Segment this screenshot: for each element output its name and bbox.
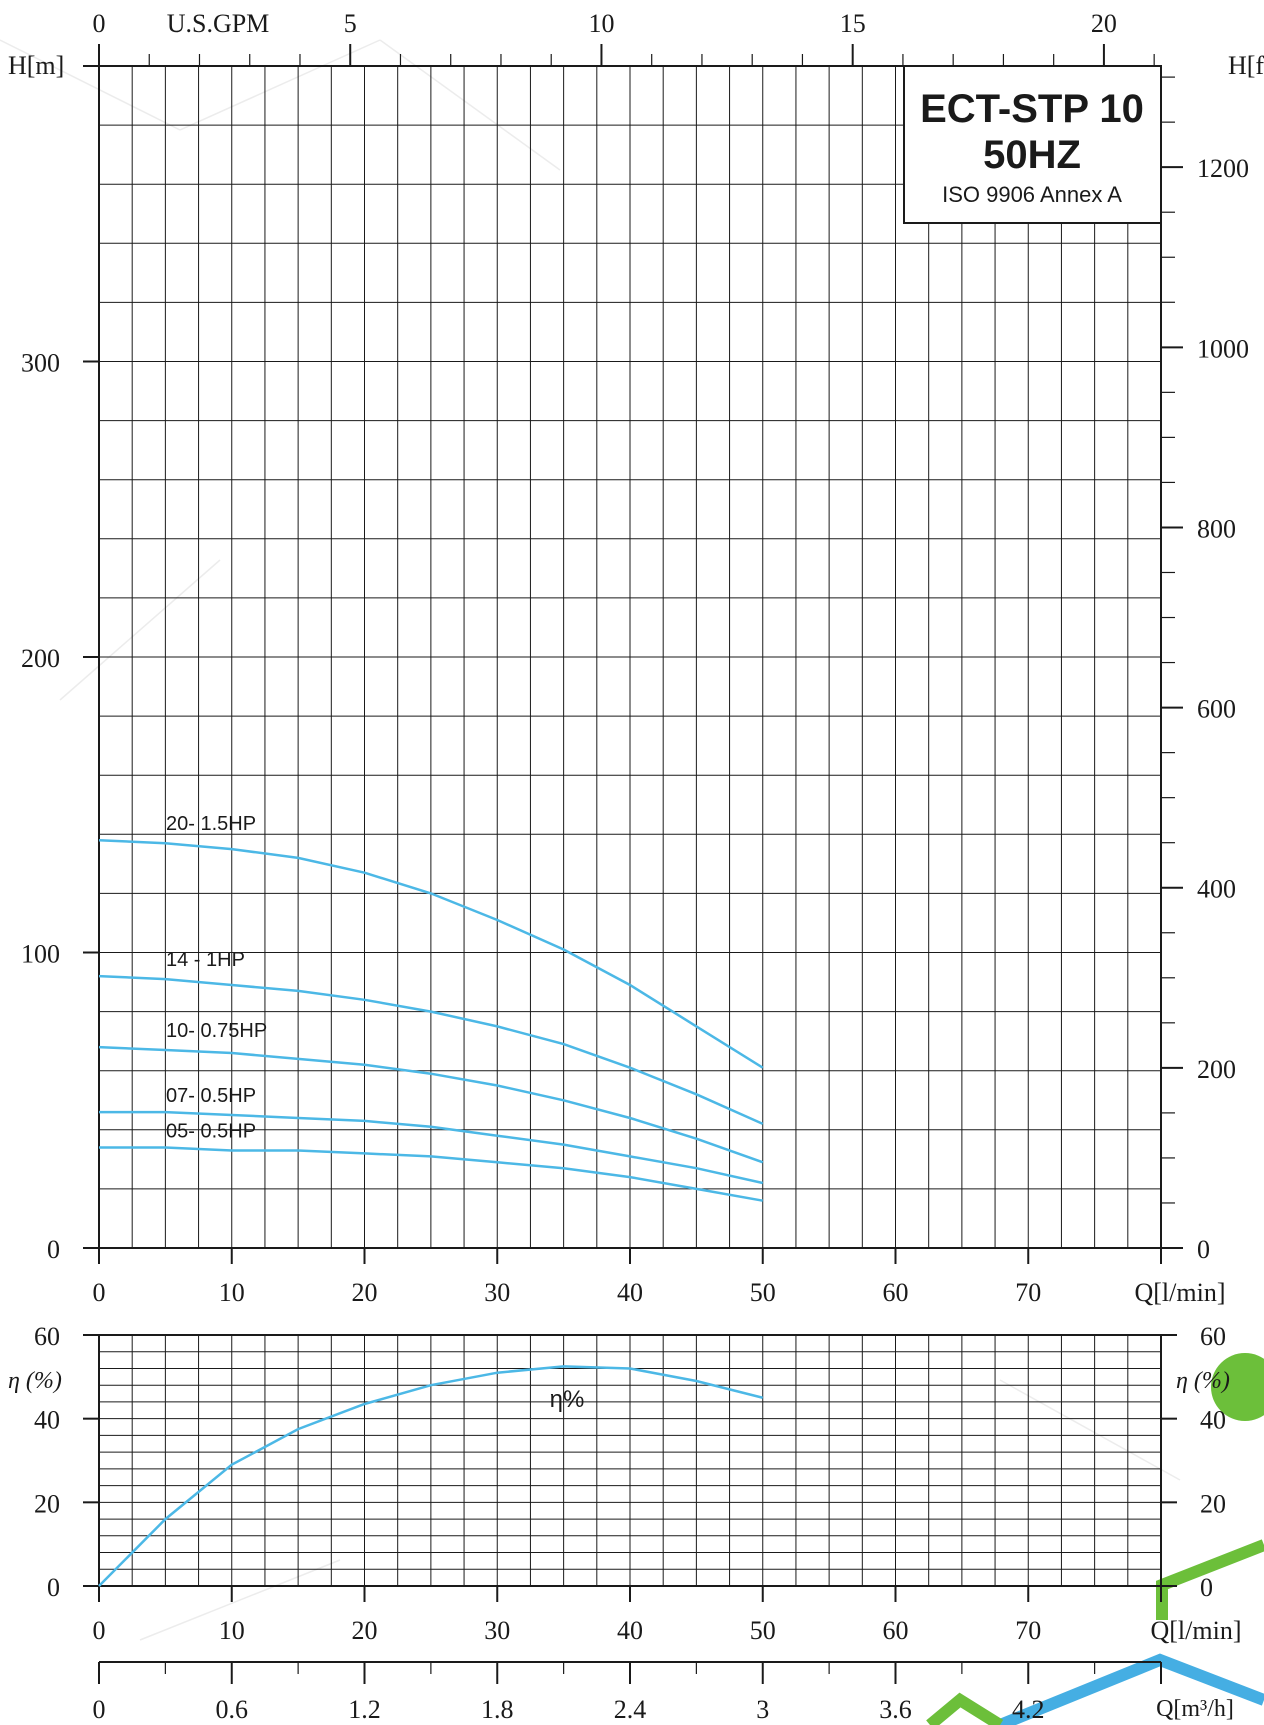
eff-x-tick-label: 20 [352,1616,378,1645]
head-grid [98,65,1162,1249]
eff-x-tick-label: 60 [883,1616,909,1645]
head-x-tick-label: 50 [750,1278,776,1307]
eff-y-tick-label: 0 [47,1573,60,1602]
head-curve-2 [98,974,764,1126]
eff-y-tick-label: 40 [34,1406,60,1435]
background-line [379,39,561,171]
head-right-tick-label: 1000 [1197,334,1249,363]
decor-green-dot [1211,1353,1264,1421]
eff-x-tick-label: 70 [1015,1616,1041,1645]
chart-title: ECT-STP 10 [920,87,1144,131]
background-line [0,39,181,131]
head-right-tick-label: 1200 [1197,154,1249,183]
eff-right-tick-label: 0 [1200,1573,1213,1602]
chart-subtitle: 50HZ [983,133,1081,177]
eff-x-tick-label: 40 [617,1616,643,1645]
curve-label: 07- 0.5HP [166,1085,256,1107]
gpm-tick-label: 20 [1091,9,1117,38]
m3h-tick-label: 0 [93,1695,106,1724]
head-x-tick-label: 40 [617,1278,643,1307]
head-right-tick-label: 600 [1197,695,1236,724]
head-curve-4 [99,1110,764,1185]
curve-label: 20- 1.5HP [166,813,256,835]
eff-grid [98,1334,1162,1587]
m3h-tick-label: 4.2 [1012,1695,1045,1724]
gpm-axis-label: U.S.GPM [167,9,270,38]
head-y-tick-label: 0 [47,1235,60,1264]
head-x-tick-label: 20 [352,1278,378,1307]
eff-right-tick-label: 20 [1200,1489,1226,1518]
m3h-tick-label: 2.4 [614,1695,647,1724]
head-y-axis-label: H[m] [8,51,64,80]
efficiency-label: η% [550,1386,585,1413]
head-right-tick-label: 400 [1197,875,1236,904]
head-x-tick-label: 10 [219,1278,245,1307]
title-box [903,65,1162,224]
curve-label: 14 - 1HP [166,949,245,971]
head-x-tick-label: 70 [1015,1278,1041,1307]
head-right-axis-label: H[ft] [1228,51,1264,80]
gpm-tick-label: 0 [93,9,106,38]
head-x-tick-label: 0 [93,1278,106,1307]
curve-label: 10- 0.75HP [166,1020,267,1042]
eff-y-tick-label: 20 [34,1489,60,1518]
eff-y-tick-label: 60 [34,1322,60,1351]
eff-y-axis-label: η (%) [8,1368,62,1394]
m3h-tick-label: 3 [756,1695,769,1724]
m3h-axis-label: Q[m³/h] [1156,1696,1234,1722]
eff-right-axis-label: η (%) [1176,1368,1230,1394]
background-line [999,1379,1181,1481]
head-x-tick-label: 60 [883,1278,909,1307]
background-pattern [0,39,1181,1641]
background-line [179,39,381,131]
eff-right-tick-label: 60 [1200,1322,1226,1351]
eff-x-tick-label: 50 [750,1616,776,1645]
eff-x-tick-label: 0 [93,1616,106,1645]
head-curve-5 [99,1146,764,1202]
head-right-tick-label: 800 [1197,514,1236,543]
m3h-tick-label: 1.8 [481,1695,514,1724]
m3h-tick-label: 1.2 [348,1695,381,1724]
curve-label: 05- 0.5HP [166,1121,256,1143]
decor-green-stroke [1156,1539,1264,1620]
efficiency-curve [98,1365,764,1587]
background-line [139,1559,341,1641]
head-right-tick-label: 0 [1197,1235,1210,1264]
gpm-tick-label: 5 [344,9,357,38]
head-curve-3 [98,1045,764,1164]
head-y-tick-label: 300 [21,349,60,378]
eff-x-tick-label: 10 [219,1616,245,1645]
gpm-tick-label: 15 [840,9,866,38]
eff-right-tick-label: 40 [1200,1406,1226,1435]
background-line [59,559,221,701]
head-x-tick-label: 30 [484,1278,510,1307]
decor-blue-stroke [997,1653,1264,1725]
head-y-tick-label: 200 [21,644,60,673]
chart-note: ISO 9906 Annex A [942,182,1122,207]
decor-green-stroke-2 [926,1692,1004,1725]
head-x-axis-label: Q[l/min] [1135,1278,1226,1307]
m3h-tick-label: 3.6 [879,1695,912,1724]
eff-x-tick-label: 30 [484,1616,510,1645]
m3h-tick-label: 0.6 [216,1695,249,1724]
eff-x-axis-label: Q[l/min] [1151,1616,1242,1645]
head-right-tick-label: 200 [1197,1055,1236,1084]
gpm-tick-label: 10 [588,9,614,38]
head-y-tick-label: 100 [21,940,60,969]
head-curve-1 [98,838,764,1069]
